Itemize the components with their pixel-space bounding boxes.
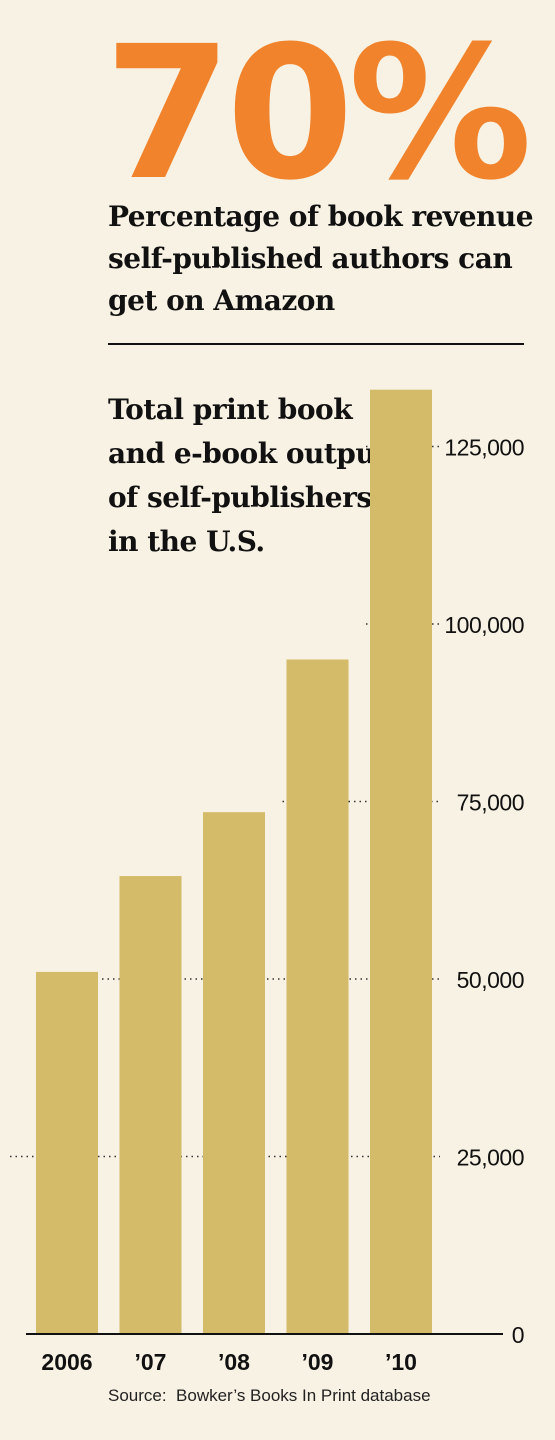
y-tick-label-5: 125,000 xyxy=(444,435,524,461)
bar-2 xyxy=(203,812,265,1334)
source-note: Source: Bowker’s Books In Print database xyxy=(108,1386,431,1405)
x-tick-label-4: ’10 xyxy=(385,1349,417,1375)
bar-0 xyxy=(36,971,98,1334)
y-tick-label-2: 50,000 xyxy=(457,967,524,993)
y-tick-label-3: 75,000 xyxy=(457,790,524,816)
bar-4 xyxy=(370,389,432,1334)
bars xyxy=(36,389,432,1334)
y-tick-label-4: 100,000 xyxy=(444,612,524,638)
y-tick-label-1: 25,000 xyxy=(457,1145,524,1171)
bar-3 xyxy=(286,659,349,1334)
x-tick-label-2: ’08 xyxy=(218,1349,250,1375)
divider-rule xyxy=(108,343,524,345)
x-tick-label-1: ’07 xyxy=(135,1349,167,1375)
headline-stat: 70% xyxy=(104,7,532,221)
chart-title: Total print book and e-book output of se… xyxy=(108,393,388,558)
y-tick-label-0: 0 xyxy=(512,1322,524,1348)
x-axis-labels: 2006 ’07 ’08 ’09 ’10 xyxy=(41,1349,417,1375)
x-tick-label-3: ’09 xyxy=(302,1349,334,1375)
headline-caption: Percentage of book revenue self-publishe… xyxy=(108,200,534,317)
x-tick-label-0: 2006 xyxy=(41,1349,92,1375)
bar-1 xyxy=(119,876,182,1334)
y-axis-ticks: 0 25,000 50,000 75,000 100,000 125,000 xyxy=(444,435,524,1349)
